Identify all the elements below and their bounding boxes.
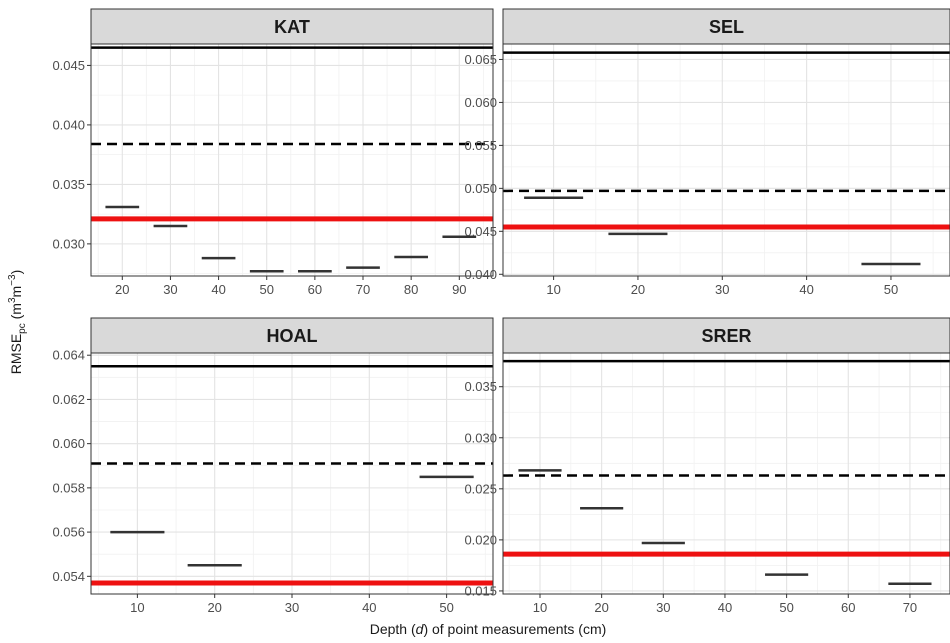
x-tick-label-hoal: 50 — [439, 600, 453, 615]
panel-hoal: HOAL 10 20 30 40 50 0.054 0.056 0.058 0.060 0.062 0… — [52, 317, 494, 615]
y-tick-label-srer: 0.035 — [464, 379, 497, 394]
x-tick-label-kat: 90 — [452, 282, 466, 297]
x-axis-title: Depth (d) of point measurements (cm) — [370, 621, 607, 637]
y-axis-title-sub: pc — [17, 323, 28, 334]
y-axis-title: RMSEpc (m3m−3) — [7, 270, 28, 375]
x-tick-label-kat: 40 — [211, 282, 225, 297]
y-tick-label-kat: 0.045 — [52, 58, 85, 73]
x-tick-label-sel: 20 — [631, 282, 645, 297]
panel-background-sel — [502, 43, 950, 277]
y-tick-label-sel: 0.065 — [464, 52, 497, 67]
x-tick-label-hoal: 20 — [207, 600, 221, 615]
y-tick-label-sel: 0.040 — [464, 267, 497, 282]
y-tick-label-sel: 0.060 — [464, 95, 497, 110]
panel-background-kat — [90, 43, 494, 277]
y-tick-label-sel: 0.045 — [464, 224, 497, 239]
y-tick-label-srer: 0.015 — [464, 583, 497, 598]
y-tick-label-hoal: 0.056 — [52, 525, 85, 540]
y-tick-label-sel: 0.055 — [464, 138, 497, 153]
panel-sel: SEL 10 20 30 40 50 0.040 0.045 0.050 0.055 0.060 0.… — [464, 8, 950, 297]
x-tick-label-srer: 60 — [841, 600, 855, 615]
x-tick-label-kat: 50 — [259, 282, 273, 297]
x-tick-label-srer: 30 — [656, 600, 670, 615]
facet-strip-label-sel: SEL — [709, 17, 744, 37]
x-tick-label-kat: 70 — [356, 282, 370, 297]
x-tick-label-kat: 20 — [115, 282, 129, 297]
y-tick-label-hoal: 0.064 — [52, 348, 85, 363]
x-tick-label-srer: 50 — [779, 600, 793, 615]
x-tick-label-sel: 30 — [715, 282, 729, 297]
facet-strip-label-kat: KAT — [274, 17, 310, 37]
panel-srer: SRER 10 20 30 40 50 60 70 0.015 0.020 0.025 0.030 0.… — [464, 317, 950, 615]
y-tick-label-kat: 0.030 — [52, 236, 85, 251]
x-tick-label-kat: 80 — [404, 282, 418, 297]
panel-background-srer — [502, 352, 950, 595]
y-axis-title-sup1: 3 — [7, 297, 18, 303]
y-tick-label-srer: 0.025 — [464, 481, 497, 496]
facet-strip-label-hoal: HOAL — [267, 326, 318, 346]
y-tick-label-srer: 0.020 — [464, 532, 497, 547]
y-tick-label-hoal: 0.062 — [52, 392, 85, 407]
y-tick-label-hoal: 0.058 — [52, 480, 85, 495]
facet-strip-hoal — [90, 317, 494, 354]
facet-strip-label-srer: SRER — [701, 326, 751, 346]
x-tick-label-srer: 70 — [903, 600, 917, 615]
y-axis-title-unit-open: (m — [8, 303, 24, 323]
x-tick-label-hoal: 40 — [362, 600, 376, 615]
y-tick-label-kat: 0.035 — [52, 177, 85, 192]
x-tick-label-sel: 50 — [884, 282, 898, 297]
x-tick-label-srer: 20 — [594, 600, 608, 615]
x-tick-label-srer: 40 — [718, 600, 732, 615]
x-axis-title-var: d — [416, 621, 425, 637]
x-tick-label-sel: 10 — [546, 282, 560, 297]
y-axis-title-base: RMSE — [8, 334, 24, 374]
y-axis-title-unit-mid: m — [8, 286, 24, 298]
x-tick-label-kat: 60 — [308, 282, 322, 297]
y-tick-label-kat: 0.040 — [52, 117, 85, 132]
y-tick-label-srer: 0.030 — [464, 430, 497, 445]
facet-strip-srer — [502, 317, 950, 354]
y-tick-label-sel: 0.050 — [464, 181, 497, 196]
x-tick-label-kat: 30 — [163, 282, 177, 297]
x-tick-label-srer: 10 — [533, 600, 547, 615]
panel-kat: KAT 20 30 40 50 60 70 80 90 0.030 0.035 0.040 0.045 — [52, 8, 494, 297]
x-axis-title-post: ) of point measurements (cm) — [423, 621, 606, 637]
y-tick-label-hoal: 0.060 — [52, 436, 85, 451]
x-tick-label-hoal: 10 — [130, 600, 144, 615]
y-axis-title-sup2: −3 — [7, 274, 18, 286]
facet-strip-kat — [90, 8, 494, 45]
x-axis-title-pre: Depth ( — [370, 621, 416, 637]
x-tick-label-hoal: 30 — [285, 600, 299, 615]
y-tick-label-hoal: 0.054 — [52, 569, 85, 584]
y-axis-title-unit-close: ) — [8, 270, 24, 275]
facet-strip-sel — [502, 8, 950, 45]
x-tick-label-sel: 40 — [799, 282, 813, 297]
